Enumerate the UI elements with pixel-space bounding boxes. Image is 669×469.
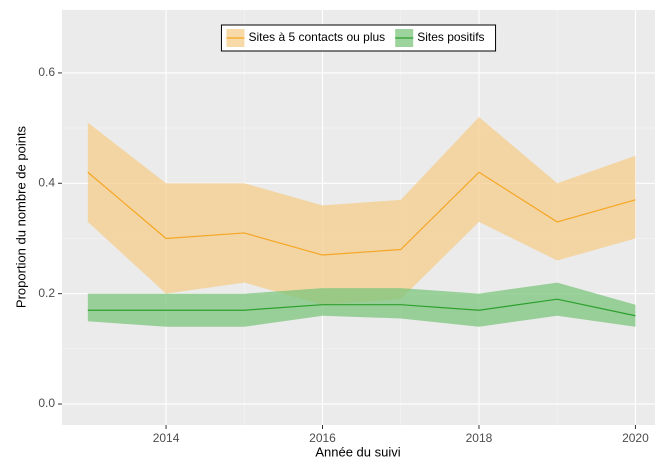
legend-box [220, 24, 497, 52]
series-line [87, 171, 636, 256]
x-tick-label: 2014 [153, 431, 180, 445]
y-tick-label: 0.2 [38, 286, 55, 300]
legend-label: Sites à 5 contacts ou plus [248, 30, 385, 44]
y-tick-label: 0.0 [38, 396, 55, 410]
x-tick-label: 2020 [622, 431, 649, 445]
x-tick-label: 2018 [466, 431, 493, 445]
confidence-band [87, 117, 636, 305]
y-tick-label: 0.4 [38, 175, 55, 189]
y-axis-label: Proportion du nombre de points [13, 125, 28, 308]
legend: Sites à 5 contacts ou plus Sites positifs [220, 24, 497, 52]
legend-item: Sites positifs [395, 29, 485, 47]
x-axis-label: Année du suivi [315, 444, 400, 459]
series-line [87, 298, 636, 317]
y-tick-label: 0.6 [38, 65, 55, 79]
legend-label: Sites positifs [417, 30, 484, 44]
x-tick-label: 2016 [309, 431, 336, 445]
legend-item: Sites à 5 contacts ou plus [226, 29, 385, 47]
